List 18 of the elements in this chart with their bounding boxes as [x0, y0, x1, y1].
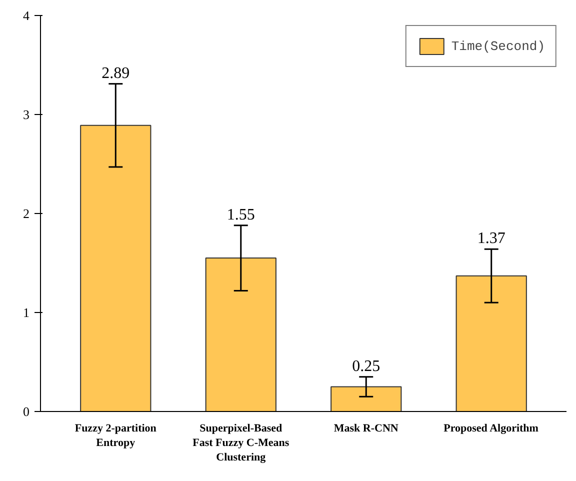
x-tick-label: Proposed Algorithm [444, 422, 538, 434]
data-label: 2.89 [102, 64, 130, 82]
data-label: 1.55 [226, 206, 255, 224]
data-label: 1.37 [477, 230, 506, 248]
x-tick-label: Superpixel-Based Fast Fuzzy C-Means Clustering [192, 422, 290, 464]
bar [330, 386, 402, 412]
legend-label: Time(Second) [451, 38, 545, 54]
bar [205, 258, 276, 412]
data-label: 0.25 [352, 358, 380, 375]
y-tick-label: 3 [23, 107, 30, 122]
bar [80, 124, 152, 412]
x-tick-label: Mask R-CNN [334, 422, 398, 434]
y-tick-label: 0 [23, 404, 30, 419]
y-tick-label: 2 [23, 206, 30, 221]
bar [456, 275, 527, 412]
y-tick-label: 1 [23, 305, 30, 320]
y-tick-label: 4 [23, 8, 30, 23]
x-tick-label: Fuzzy 2-partition Entropy [74, 422, 156, 449]
